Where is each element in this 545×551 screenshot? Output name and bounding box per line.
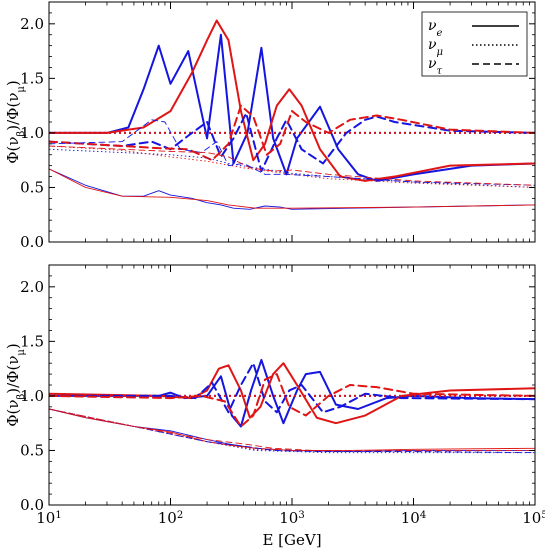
y-tick-label: 1.0 xyxy=(20,124,44,142)
y-tick-label: 1.0 xyxy=(20,387,44,405)
x-tick-label: 102 xyxy=(158,509,183,527)
y-tick-label: 0.5 xyxy=(20,178,44,196)
series-nu_tau-blue-thick xyxy=(49,362,535,414)
x-tick-label: 104 xyxy=(401,509,426,527)
series-nu_mu-red-thin xyxy=(49,408,535,452)
series-nu_mu-blue-thin xyxy=(49,148,535,188)
series-nu_tau-blue-thin xyxy=(49,119,535,186)
series-nu_tau-red-thick xyxy=(49,373,535,428)
x-tick-label: 101 xyxy=(36,509,61,527)
series-nu_e-red-thin xyxy=(49,408,535,451)
series-nu_e-blue-thin xyxy=(49,408,535,452)
series-nu_mu-blue-thin xyxy=(49,408,535,454)
legend-label: νe xyxy=(428,18,443,39)
series-nu_tau-red-thin xyxy=(49,408,535,451)
y-axis-label: Φ(νβ)/Φ(νμ) xyxy=(4,343,27,427)
legend-label: ντ xyxy=(428,56,443,77)
series-group xyxy=(49,358,535,454)
x-axis-label: E [GeV] xyxy=(262,531,321,549)
plot-frame xyxy=(48,264,536,506)
y-tick-label: 2.0 xyxy=(20,278,44,296)
x-tick-label: 103 xyxy=(279,509,304,527)
y-tick-label: 0.5 xyxy=(20,441,44,459)
series-nu_e-red-thick xyxy=(49,362,535,425)
series-nu_e-blue-thin xyxy=(49,168,535,210)
series-nu_e-blue-thick xyxy=(49,358,535,428)
legend-box xyxy=(421,11,528,77)
series-nu_tau-blue-thin xyxy=(49,408,535,454)
y-tick-label: 0.0 xyxy=(20,233,44,251)
svg-text:Φ(νβ)/Φ(νμ): Φ(νβ)/Φ(νμ) xyxy=(4,343,27,427)
y-tick-label: 0.0 xyxy=(20,496,44,514)
y-tick-label: 1.5 xyxy=(20,69,44,87)
y-axis-label: Φ(νβ)/Φ(νμ) xyxy=(4,80,27,164)
series-nu_tau-blue-thick xyxy=(49,112,535,173)
series-group xyxy=(49,19,535,210)
series-nu_mu-red-thin xyxy=(49,145,535,188)
panel-bottom: 0.0 0.5 1.0 1.5 2.0 101 102 103 104 105 Φ(νβ)/Φ(νμ… xyxy=(4,264,545,549)
series-nu_tau-red-thin xyxy=(49,145,535,186)
y-tick-label: 1.5 xyxy=(20,332,44,350)
y-tick-label: 2.0 xyxy=(20,15,44,33)
legend-label: νμ xyxy=(428,37,443,58)
series-nu_tau-red-thick xyxy=(49,104,535,162)
series-nu_e-red-thin xyxy=(49,168,535,209)
series-nu_e-red-thick xyxy=(49,19,535,182)
svg-text:Φ(νβ)/Φ(νμ): Φ(νβ)/Φ(νμ) xyxy=(4,80,27,164)
x-tick-label: 105 xyxy=(522,509,545,527)
